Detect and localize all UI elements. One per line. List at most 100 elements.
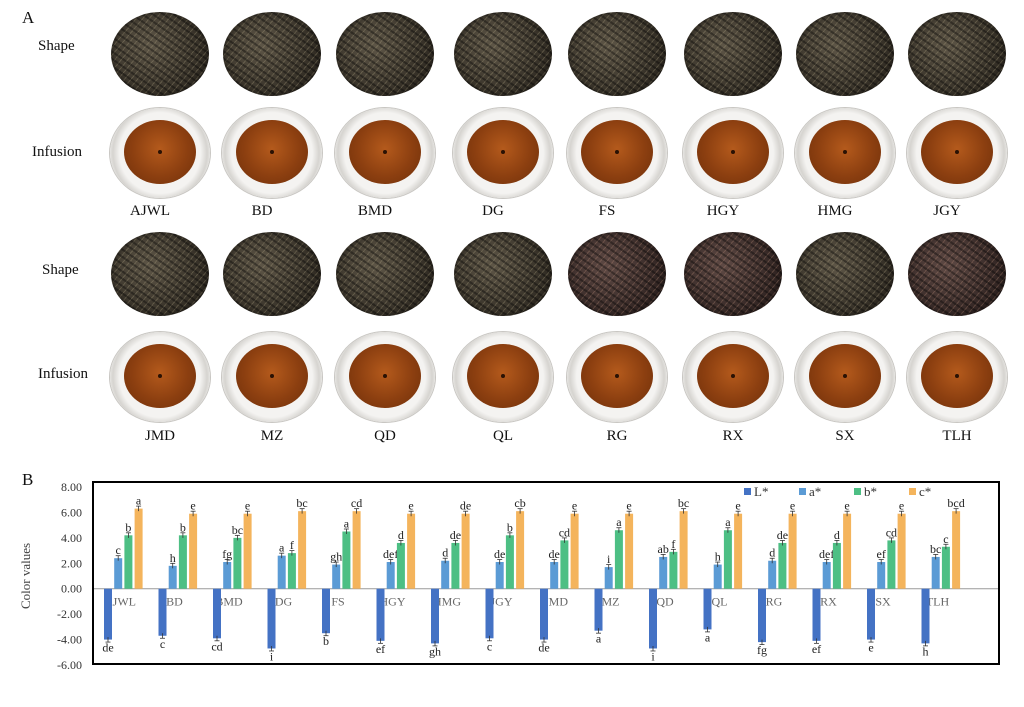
significance-letter: a [616,515,622,529]
bar-jgy-c [516,511,525,589]
tea-leaf-photo-tlh [908,232,1006,316]
significance-letter: c [160,637,165,651]
significance-letter: e [844,499,849,513]
bar-dg-L [267,588,276,649]
category-label-mz: MZ [602,595,620,609]
bar-rx-c [843,513,852,589]
tea-infusion-photo-rg [567,332,667,422]
bar-qd-c [679,511,688,589]
significance-letter: d [834,528,840,542]
bar-hgy-a [386,562,395,589]
bar-bd-c [189,513,198,589]
tea-infusion-photo-hmg [795,108,895,198]
significance-letter: c [487,639,492,653]
significance-letter: b [125,520,131,534]
significance-letter: c [116,543,121,557]
bar-ql-b [723,530,732,589]
tea-leaf-photo-qd [336,232,434,316]
significance-letter: a [279,541,285,555]
row-label-infusion-bottom: Infusion [38,366,88,382]
category-label-sx: SX [875,595,891,609]
significance-letter: e [790,499,795,513]
bar-bmd-L [213,588,221,639]
significance-letter: d [769,546,775,560]
bar-rx-L [812,588,821,641]
bar-ql-L [703,588,712,630]
significance-letter: h [715,550,721,564]
tea-leaf-photo-bd [223,12,321,96]
tea-liquor [236,120,308,184]
significance-letter: bc [930,542,941,556]
sample-label-fs: FS [598,203,616,219]
tea-leaf-photo-jgy [908,12,1006,96]
tea-liquor [124,344,196,408]
bar-mz-b [614,530,623,589]
significance-letter: cd [559,525,570,539]
significance-letter: h [923,644,929,658]
significance-letter: e [572,499,577,513]
significance-letter: d [442,546,448,560]
tea-leaf-photo-ql [454,232,552,316]
bar-hgy-L [376,588,385,641]
legend-swatch-b [854,488,861,495]
bar-dg-a [277,555,286,589]
y-tick-label: -4.00 [57,633,82,647]
significance-letter: cd [211,639,222,653]
bar-hgy-b [396,542,405,589]
tea-leaf-photo-fs [568,12,666,96]
legend-label-L: L* [754,484,768,499]
significance-letter: cd [351,496,362,510]
bar-rx-a [822,562,831,589]
significance-letter: cb [514,496,525,510]
significance-letter: i [607,552,611,566]
bar-tlh-b [941,546,950,589]
significance-letter: fg [757,643,767,657]
bar-qd-b [669,551,678,589]
significance-letter: ef [877,547,886,561]
tea-leaf-photo-bmd [336,12,434,96]
tea-liquor [921,120,993,184]
tea-infusion-photo-qd [335,332,435,422]
tea-infusion-photo-rx [683,332,783,422]
tea-infusion-photo-tlh [907,332,1007,422]
category-label-qd: QD [656,595,674,609]
significance-letter: a [136,494,142,508]
bar-jmd-b [560,540,569,589]
bar-dg-c [298,511,307,589]
tea-infusion-photo-ajwl [110,108,210,198]
significance-letter: a [705,630,711,644]
significance-letter: e [408,499,413,513]
sample-label-mz: MZ [260,428,284,444]
sample-label-jmd: JMD [144,428,175,444]
significance-letter: e [735,499,740,513]
bar-tlh-L [921,588,930,644]
tea-leaf-photo-ajwl [111,12,209,96]
bar-hmg-a [441,560,450,589]
tea-liquor [697,120,769,184]
sample-label-ajwl: AJWL [130,203,170,219]
tea-liquor [809,120,881,184]
tea-infusion-photo-bd [222,108,322,198]
bar-fs-a [332,564,341,589]
tea-infusion-photo-jgy [907,108,1007,198]
sample-label-hgy: HGY [706,203,740,219]
bar-fs-L [322,588,330,634]
tea-liquor [581,344,653,408]
bar-tlh-c [952,511,961,589]
tea-liquor [124,120,196,184]
significance-letter: i [270,649,274,663]
bar-bmd-b [233,537,242,589]
significance-letter: def [383,547,398,561]
tea-leaf-photo-dg [454,12,552,96]
panel-a-letter: A [22,8,35,27]
y-tick-label: 0.00 [61,582,82,596]
category-label-bmd: BMD [215,595,243,609]
sample-label-rx: RX [722,428,744,444]
bar-mz-L [594,588,603,631]
category-label-rg: RG [766,595,783,609]
significance-letter: de [538,641,549,655]
legend-label-b: b* [864,484,877,499]
significance-letter: bc [296,496,307,510]
category-label-ql: QL [712,595,728,609]
significance-letter: b [507,520,513,534]
